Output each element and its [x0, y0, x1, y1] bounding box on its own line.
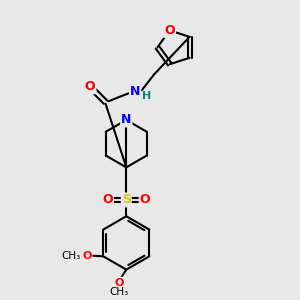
- Text: O: O: [140, 194, 150, 206]
- Text: S: S: [122, 194, 131, 206]
- Text: O: O: [85, 80, 95, 93]
- Text: O: O: [82, 251, 92, 261]
- Text: CH₃: CH₃: [61, 251, 80, 261]
- Text: O: O: [114, 278, 124, 288]
- Text: N: N: [121, 113, 131, 126]
- Text: H: H: [142, 91, 151, 101]
- Text: O: O: [164, 24, 175, 37]
- Text: CH₃: CH₃: [109, 287, 128, 297]
- Text: N: N: [130, 85, 140, 98]
- Text: O: O: [102, 194, 113, 206]
